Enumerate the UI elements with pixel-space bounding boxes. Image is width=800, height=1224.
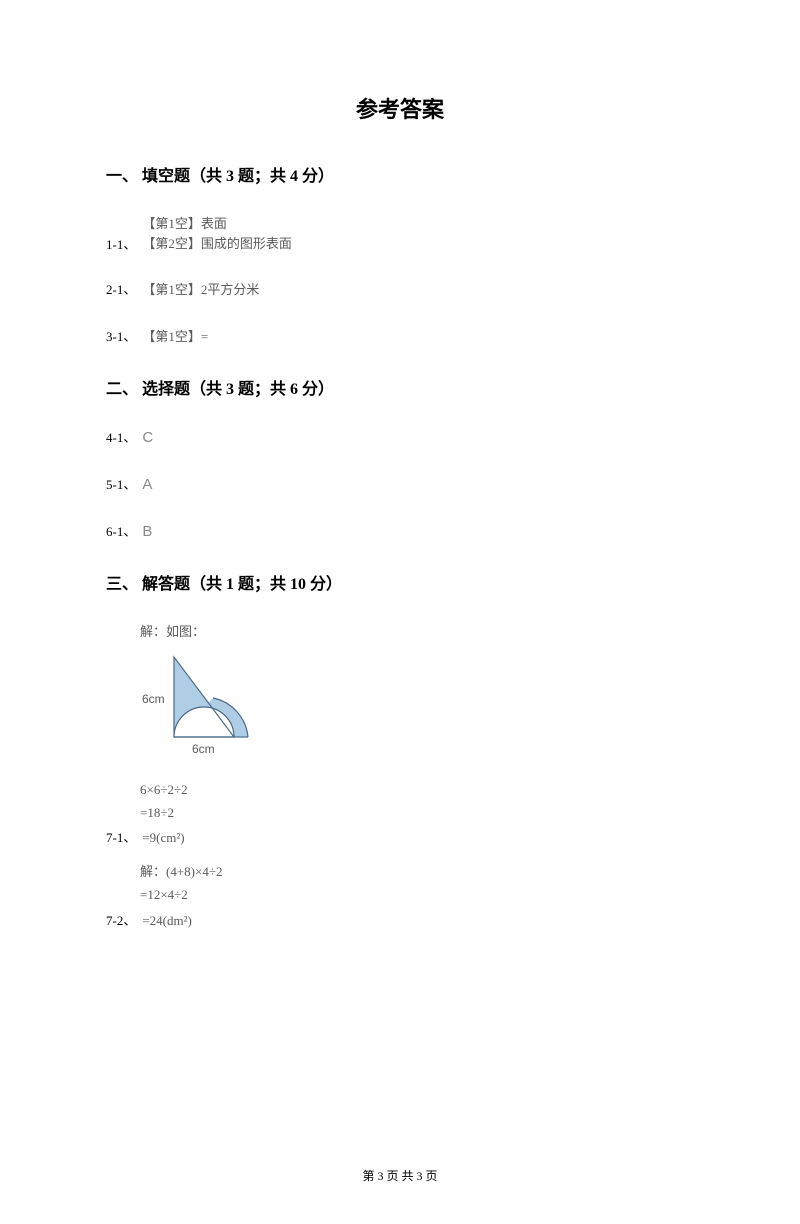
answer-label: 6-1、 <box>106 521 136 540</box>
answer-label: 7-1、 <box>106 827 136 846</box>
answer-5-1: 5-1、 A <box>106 474 800 493</box>
answer-label: 3-1、 <box>106 326 136 345</box>
section-1-heading: 一、 填空题（共 3 题；共 4 分） <box>106 162 800 186</box>
section-3-heading: 三、 解答题（共 1 题；共 10 分） <box>106 570 800 594</box>
section-solve: 三、 解答题（共 1 题；共 10 分） 解：如图： <box>0 570 800 929</box>
svg-text:6cm: 6cm <box>142 692 165 706</box>
mc-answer: C <box>142 429 153 446</box>
solution-intro: 解：如图： <box>140 622 800 643</box>
answer-2-1: 2-1、 【第1空】2平方分米 <box>106 279 800 298</box>
section-2-heading: 二、 选择题（共 3 题；共 6 分） <box>106 375 800 399</box>
blank-2: 【第2空】围成的图形表面 <box>142 234 292 254</box>
answer-content: 【第1空】= <box>142 326 208 345</box>
answer-label: 7-2、 <box>106 910 136 929</box>
calc-result: =9(cm²) <box>142 830 184 846</box>
calc-line: 解：(4+8)×4÷2 <box>140 862 800 883</box>
answer-7-1: 7-1、 =9(cm²) <box>106 827 800 846</box>
answer-7-2: 7-2、 =24(dm²) <box>106 910 800 929</box>
answer-content: 【第1空】表面 【第2空】围成的图形表面 <box>142 214 292 253</box>
solution-7-1-intro: 解：如图： 6cm 6cm <box>140 622 800 823</box>
answer-6-1: 6-1、 B <box>106 521 800 540</box>
answer-1-1: 1-1、 【第1空】表面 【第2空】围成的图形表面 <box>106 214 800 253</box>
answer-label: 4-1、 <box>106 427 136 446</box>
svg-text:6cm: 6cm <box>192 742 215 756</box>
calc-result: =24(dm²) <box>142 913 192 929</box>
triangle-arc-icon: 6cm 6cm <box>140 649 280 767</box>
mc-answer: B <box>142 523 152 540</box>
section-fill-blank: 一、 填空题（共 3 题；共 4 分） 1-1、 【第1空】表面 【第2空】围成… <box>0 162 800 345</box>
calc-line: =18÷2 <box>140 803 800 824</box>
blank-1: 【第1空】表面 <box>142 214 292 234</box>
answer-label: 5-1、 <box>106 474 136 493</box>
answer-3-1: 3-1、 【第1空】= <box>106 326 800 345</box>
calc-line: 6×6÷2÷2 <box>140 780 800 801</box>
mc-answer: A <box>142 476 152 493</box>
answer-content: 【第1空】2平方分米 <box>142 279 259 298</box>
page-footer: 第 3 页 共 3 页 <box>0 1167 800 1184</box>
answer-label: 2-1、 <box>106 279 136 298</box>
page-title: 参考答案 <box>0 92 800 124</box>
calc-line: =12×4÷2 <box>140 885 800 906</box>
solution-7-2: 解：(4+8)×4÷2 =12×4÷2 <box>140 862 800 906</box>
section-multiple-choice: 二、 选择题（共 3 题；共 6 分） 4-1、 C 5-1、 A 6-1、 B <box>0 375 800 540</box>
answer-4-1: 4-1、 C <box>106 427 800 446</box>
geometry-diagram: 6cm 6cm <box>140 649 800 772</box>
answer-label: 1-1、 <box>106 234 136 253</box>
